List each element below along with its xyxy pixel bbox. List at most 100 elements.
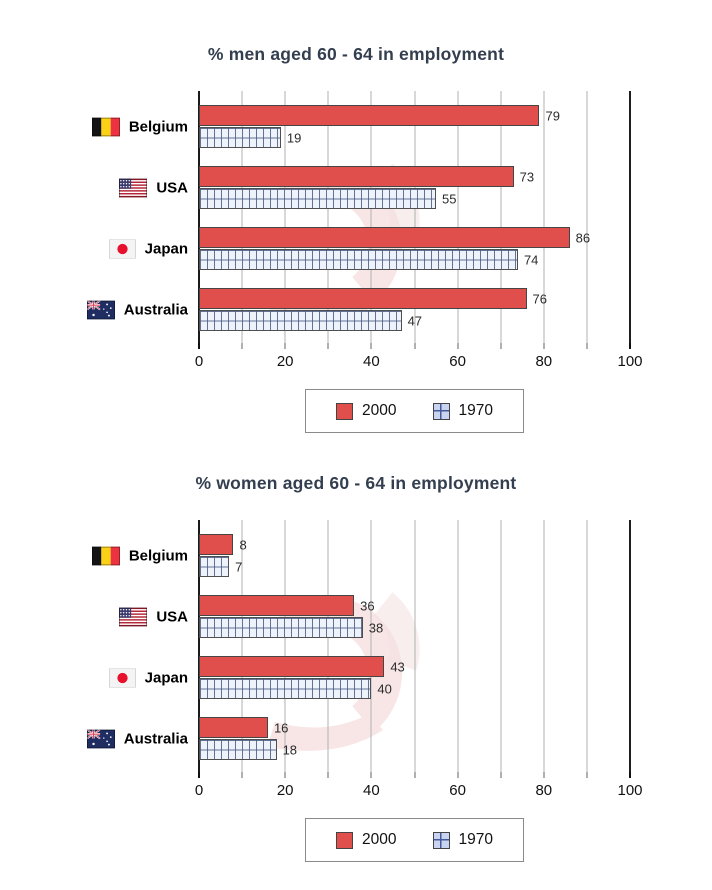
axis-tick	[586, 343, 588, 349]
bar-value-label: 7	[235, 559, 243, 574]
legend-label-1970: 1970	[458, 831, 493, 848]
axis-tick	[543, 343, 545, 349]
gridline	[414, 520, 415, 772]
legend-item-1970: 1970	[432, 831, 493, 849]
x-tick-label: 60	[449, 353, 466, 370]
usa-flag-icon	[119, 607, 148, 627]
axis-tick	[284, 772, 286, 778]
gridline	[327, 91, 329, 343]
axis-tick	[198, 772, 200, 778]
category-row-japan: Japan 43 40	[108, 656, 630, 700]
gridline	[457, 91, 459, 343]
category-name: Japan	[144, 240, 188, 258]
gridline	[543, 520, 545, 772]
bar-2000-usa: 73	[199, 166, 534, 187]
x-tick-label: 80	[535, 782, 553, 799]
bar-value-label: 79	[545, 108, 560, 123]
category-row-belgium: Belgium 79 19	[91, 105, 630, 149]
bar-value-label: 74	[523, 252, 539, 267]
belgium-flag-icon	[91, 546, 120, 566]
bar-1970-belgium: 7	[199, 556, 242, 577]
category-label-australia: Australia	[86, 300, 188, 320]
gridline	[241, 91, 243, 343]
plot-area: Belgium 79 19 USA 73 55 Japan 86 74 Australia 76 47	[86, 91, 631, 343]
gridline	[543, 91, 545, 343]
belgium-flag-icon	[91, 117, 120, 137]
men-employment-chart: % men aged 60 - 64 in employment Belgium…	[0, 44, 712, 433]
x-tick-label: 40	[363, 782, 380, 799]
x-tick-label: 20	[276, 782, 294, 799]
gridline	[500, 91, 502, 343]
axis-tick	[543, 772, 545, 778]
usa-flag-icon	[119, 178, 148, 198]
japan-flag-icon	[108, 668, 136, 688]
australia-flag-icon	[86, 729, 115, 749]
x-tick-label: 40	[363, 353, 380, 370]
bar-1970-belgium: 19	[199, 127, 301, 148]
bar-rows: Belgium 8 7 USA 36 38 Japan 43 40 Australia 16 18	[86, 520, 630, 772]
category-label-belgium: Belgium	[91, 117, 188, 137]
legend: 2000 1970	[305, 389, 524, 433]
gridline	[327, 520, 329, 772]
category-name: USA	[156, 179, 188, 197]
chart-title-men: % men aged 60 - 64 in employment	[207, 44, 505, 64]
axis-tick	[629, 343, 631, 349]
category-row-japan: Japan 86 74	[108, 227, 630, 271]
bar-2000-australia: 76	[199, 288, 547, 309]
bar-value-label: 38	[368, 620, 384, 635]
category-label-belgium: Belgium	[91, 546, 188, 566]
y-axis-line	[198, 91, 200, 343]
series-2000-swatch-icon	[336, 831, 354, 849]
bar-2000-usa: 36	[199, 595, 375, 616]
axis-tick	[284, 343, 286, 349]
axis-tick	[414, 772, 415, 778]
bar-1970-australia: 18	[199, 739, 297, 760]
bar-value-label: 19	[286, 130, 302, 145]
x-tick-label: 0	[194, 782, 204, 799]
category-row-australia: Australia 76 47	[86, 288, 630, 332]
gridline	[284, 520, 286, 772]
x-tick-label: 100	[617, 353, 643, 370]
axis-tick	[370, 343, 372, 349]
bar-2000-japan: 43	[199, 656, 405, 677]
gridline	[457, 520, 459, 772]
axis-tick	[241, 343, 243, 349]
category-name: Belgium	[128, 118, 188, 136]
legend-item-2000: 2000	[336, 831, 397, 849]
axis-tick	[370, 772, 372, 778]
australia-flag-icon	[86, 300, 115, 320]
axis-tick	[457, 343, 459, 349]
category-row-belgium: Belgium 8 7	[91, 534, 630, 578]
bar-rows: Belgium 79 19 USA 73 55 Japan 86 74 Australia 76 47	[86, 91, 630, 343]
bar-1970-usa: 38	[199, 617, 383, 638]
bar-2000-belgium: 8	[199, 534, 247, 555]
plot-area: Belgium 8 7 USA 36 38 Japan 43 40 Australia 16 18	[86, 520, 631, 772]
bar-value-label: 40	[377, 681, 392, 696]
japan-flag-icon	[108, 239, 136, 259]
legend-label-2000: 2000	[362, 402, 397, 419]
legend-label-2000: 2000	[362, 831, 397, 848]
chart-title-women: % women aged 60 - 64 in employment	[195, 473, 517, 493]
bar-value-label: 43	[390, 659, 405, 674]
gridline	[586, 91, 588, 343]
category-name: USA	[156, 608, 188, 626]
gridline	[414, 91, 415, 343]
gridline	[284, 91, 286, 343]
bar-2000-belgium: 79	[199, 105, 560, 126]
category-label-australia: Australia	[86, 729, 188, 749]
category-label-japan: Japan	[108, 239, 188, 259]
axis-tick	[414, 343, 415, 349]
axis-tick	[586, 772, 588, 778]
gridline	[370, 91, 372, 343]
series-2000-swatch-icon	[336, 402, 354, 420]
x-tick-label: 20	[276, 353, 294, 370]
category-name: Japan	[144, 669, 188, 687]
bar-1970-japan: 40	[199, 678, 392, 699]
bar-1970-australia: 47	[199, 310, 422, 331]
x-axis: 0 20 40 60 80 100	[195, 772, 643, 804]
category-name: Australia	[123, 730, 188, 748]
category-row-usa: USA 36 38	[119, 595, 630, 639]
legend: 2000 1970	[305, 818, 524, 862]
bar-1970-japan: 74	[199, 249, 538, 270]
category-label-usa: USA	[119, 607, 188, 627]
